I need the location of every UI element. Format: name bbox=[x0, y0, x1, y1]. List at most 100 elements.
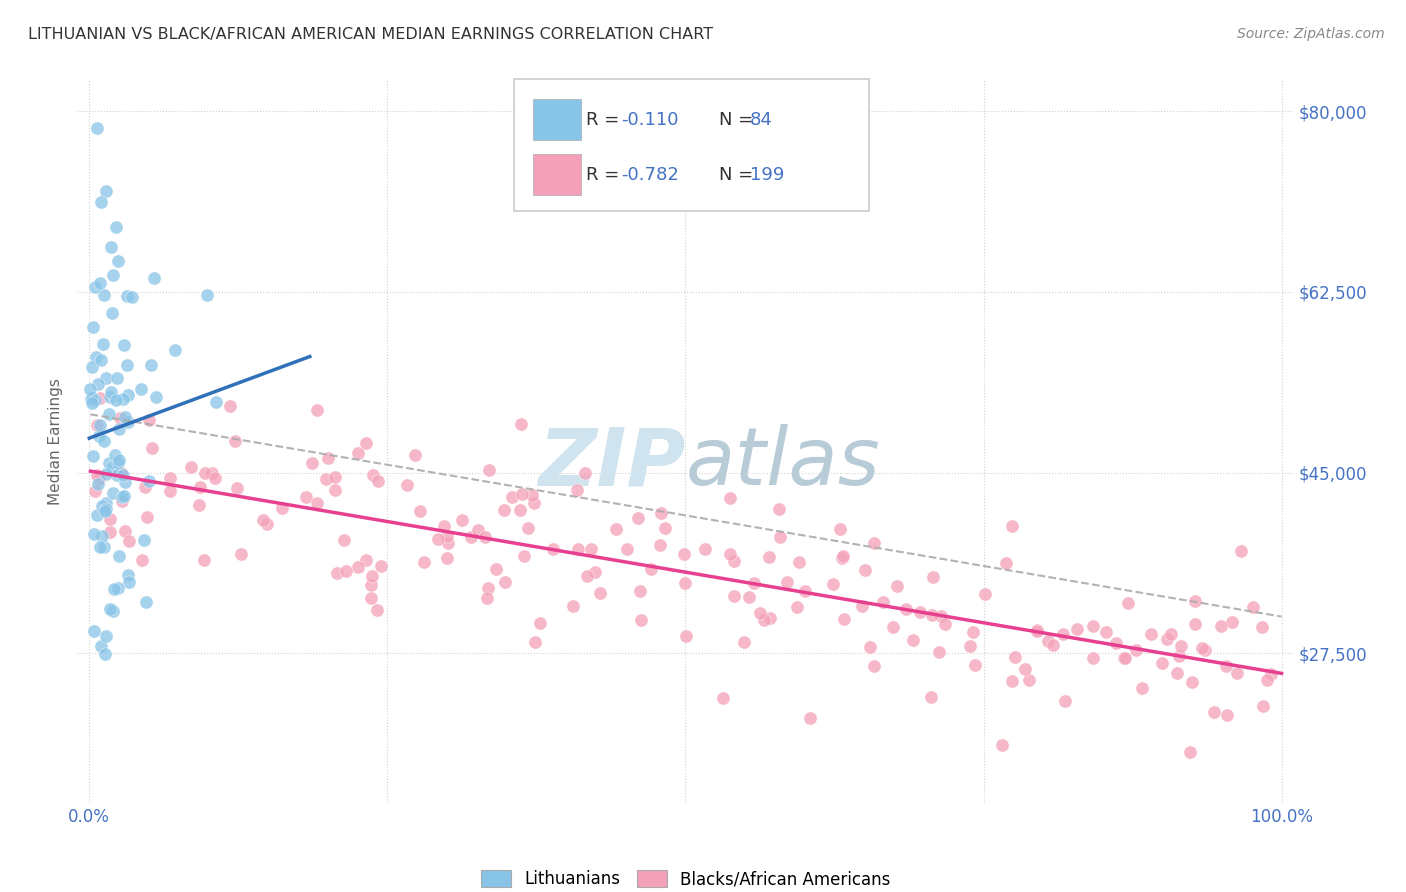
Point bbox=[828, 522, 851, 536]
Point bbox=[201, 466, 224, 480]
Point bbox=[114, 475, 136, 489]
Point bbox=[94, 371, 117, 385]
Point bbox=[995, 556, 1018, 570]
Point bbox=[367, 474, 389, 488]
Point bbox=[90, 194, 112, 209]
Point bbox=[723, 589, 745, 603]
Point bbox=[193, 553, 215, 567]
Point bbox=[112, 489, 135, 503]
Point bbox=[786, 599, 808, 614]
Point bbox=[1194, 643, 1216, 657]
Point bbox=[117, 359, 139, 373]
Point bbox=[89, 276, 111, 290]
Point bbox=[501, 491, 523, 505]
Text: N =: N = bbox=[718, 166, 759, 184]
Point bbox=[921, 690, 943, 705]
Text: Source: ZipAtlas.com: Source: ZipAtlas.com bbox=[1237, 27, 1385, 41]
Point bbox=[886, 579, 908, 593]
Point bbox=[1083, 618, 1105, 632]
Point bbox=[541, 542, 564, 557]
Point bbox=[862, 536, 884, 550]
Point bbox=[492, 503, 515, 517]
Point bbox=[794, 583, 817, 598]
Point bbox=[83, 527, 105, 541]
Point bbox=[628, 583, 651, 598]
Point bbox=[1251, 699, 1274, 714]
Point bbox=[323, 470, 346, 484]
Point bbox=[908, 605, 931, 619]
Point bbox=[93, 288, 115, 302]
Point bbox=[98, 390, 121, 404]
Point bbox=[135, 510, 157, 524]
Point bbox=[252, 513, 274, 527]
Point bbox=[460, 530, 482, 544]
Point bbox=[630, 613, 652, 627]
Point bbox=[84, 280, 107, 294]
Point bbox=[326, 566, 349, 581]
Point bbox=[711, 690, 734, 705]
Point bbox=[101, 486, 124, 500]
Point bbox=[100, 240, 122, 254]
Point bbox=[89, 429, 111, 443]
Point bbox=[1204, 705, 1226, 719]
Text: 84: 84 bbox=[749, 111, 772, 128]
Point bbox=[107, 581, 129, 595]
Point bbox=[831, 549, 853, 563]
Point bbox=[101, 604, 124, 618]
Point bbox=[105, 468, 128, 483]
Point bbox=[84, 392, 107, 407]
Point bbox=[117, 388, 139, 402]
Point bbox=[98, 525, 121, 540]
Point bbox=[1181, 674, 1204, 689]
Point bbox=[194, 466, 217, 480]
Text: N =: N = bbox=[718, 111, 759, 128]
Point bbox=[675, 629, 697, 643]
Point bbox=[478, 463, 501, 477]
Point bbox=[135, 595, 157, 609]
Point bbox=[86, 468, 108, 483]
Point bbox=[1052, 627, 1074, 641]
Point bbox=[86, 508, 108, 523]
Point bbox=[159, 484, 181, 499]
Point bbox=[748, 606, 770, 620]
Point bbox=[121, 290, 143, 304]
Point bbox=[1166, 665, 1188, 680]
Point bbox=[921, 607, 943, 622]
Legend: Lithuanians, Blacks/African Americans: Lithuanians, Blacks/African Americans bbox=[472, 862, 898, 892]
Point bbox=[107, 453, 129, 467]
Point bbox=[1160, 627, 1182, 641]
Point bbox=[1152, 657, 1174, 671]
Point bbox=[1081, 651, 1104, 665]
Point bbox=[853, 563, 876, 577]
Point bbox=[1184, 593, 1206, 607]
Point bbox=[477, 591, 499, 605]
Point bbox=[104, 220, 127, 235]
Point bbox=[165, 343, 187, 357]
Point bbox=[437, 536, 460, 550]
Point bbox=[863, 659, 886, 673]
Point bbox=[991, 739, 1014, 753]
Point bbox=[110, 466, 132, 480]
Point bbox=[787, 555, 810, 569]
Point bbox=[1230, 544, 1253, 558]
Point bbox=[575, 569, 598, 583]
Point bbox=[316, 450, 339, 465]
Point bbox=[96, 629, 118, 643]
Point bbox=[451, 513, 474, 527]
Point bbox=[218, 399, 240, 413]
Point bbox=[654, 521, 676, 535]
Point bbox=[224, 434, 246, 449]
Point bbox=[307, 403, 329, 417]
Point bbox=[510, 486, 533, 500]
Point bbox=[117, 415, 139, 429]
Point bbox=[1250, 619, 1272, 633]
Point bbox=[718, 547, 741, 561]
Point bbox=[1260, 666, 1282, 681]
Point bbox=[799, 711, 821, 725]
Point bbox=[769, 530, 792, 544]
Point bbox=[589, 586, 612, 600]
Point bbox=[695, 541, 717, 556]
Point bbox=[1001, 673, 1024, 688]
Point bbox=[922, 570, 945, 584]
Point bbox=[821, 576, 844, 591]
